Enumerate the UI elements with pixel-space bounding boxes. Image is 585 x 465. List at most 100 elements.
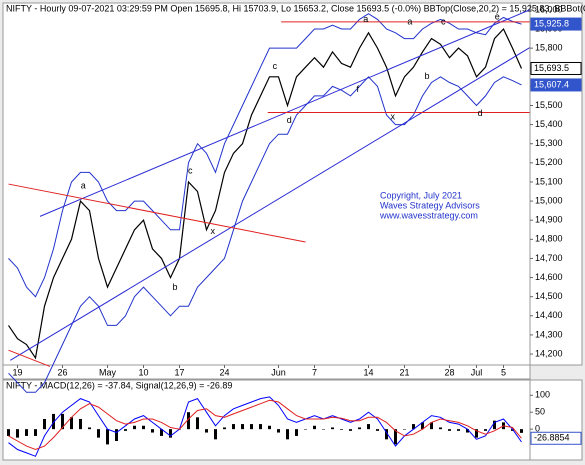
series-line xyxy=(8,399,522,451)
copyright: www.wavesstrategy.com xyxy=(379,210,478,220)
x-tick-label: 19 xyxy=(12,367,22,377)
histogram-bar xyxy=(7,429,10,436)
histogram-bar xyxy=(331,427,334,430)
wave-label: e xyxy=(495,11,500,21)
trendline xyxy=(8,183,306,243)
x-tick-label: 26 xyxy=(57,367,67,377)
value-label: 15,925.8 xyxy=(534,18,569,28)
histogram-bar xyxy=(160,429,163,436)
histogram-bar xyxy=(403,429,406,430)
histogram-bar xyxy=(457,429,460,431)
histogram-bar xyxy=(430,422,433,430)
wave-label: d xyxy=(478,108,483,118)
histogram-bar xyxy=(439,427,442,430)
y-tick-label: 14,500 xyxy=(535,291,563,301)
y-tick-label: 50 xyxy=(535,407,545,417)
y-tick-label: 14,800 xyxy=(535,234,563,244)
wave-label: d xyxy=(287,115,292,125)
wave-label: x xyxy=(211,226,216,236)
histogram-bar xyxy=(313,425,316,430)
copyright: Waves Strategy Advisors xyxy=(380,200,480,210)
histogram-bar xyxy=(187,412,190,430)
histogram-bar xyxy=(223,427,226,430)
value-label: 15,607.4 xyxy=(534,79,569,89)
x-tick-label: 24 xyxy=(219,367,229,377)
x-tick-label: 21 xyxy=(399,367,409,377)
value-label-box xyxy=(530,78,582,92)
histogram-bar xyxy=(493,420,496,430)
histogram-bar xyxy=(124,429,127,431)
value-label: 15,693.5 xyxy=(534,63,569,73)
histogram-bar xyxy=(394,429,397,445)
histogram-bar xyxy=(43,418,46,430)
histogram-bar xyxy=(286,429,289,440)
histogram-bar xyxy=(133,425,136,430)
value-label-box xyxy=(530,17,582,31)
histogram-bar xyxy=(520,429,523,433)
histogram-bar xyxy=(241,424,244,430)
histogram-bar xyxy=(250,424,253,430)
wave-label: b xyxy=(424,71,429,81)
wave-label: b xyxy=(172,282,177,292)
y-tick-label: 100 xyxy=(535,390,550,400)
macd-title: NIFTY - MACD(12,26) = -37.84, Signal(12,… xyxy=(6,380,232,390)
value-label-box xyxy=(530,431,582,445)
x-tick-label: 28 xyxy=(444,367,454,377)
y-tick-label: 14,300 xyxy=(535,329,563,339)
x-tick-label: 10 xyxy=(138,367,148,377)
histogram-bar xyxy=(484,429,487,431)
histogram-bar xyxy=(196,417,199,430)
wave-label: x xyxy=(391,112,396,122)
value-label-box xyxy=(530,61,582,75)
y-tick-label: 14,400 xyxy=(535,310,563,320)
chart-title: NIFTY - Hourly 09-07-2021 03:29:59 PM Op… xyxy=(6,3,585,13)
histogram-bar xyxy=(115,429,118,442)
y-tick-label: 0 xyxy=(535,424,540,434)
x-tick-label: 17 xyxy=(174,367,184,377)
histogram-bar xyxy=(412,424,415,430)
x-tick-label: 7 xyxy=(312,367,317,377)
date-axis xyxy=(2,364,531,380)
wave-label: c xyxy=(188,166,193,176)
histogram-bar xyxy=(295,429,298,436)
trendline xyxy=(8,349,51,367)
histogram-bar xyxy=(79,418,82,430)
series-line xyxy=(8,27,523,360)
x-tick-label: Jul xyxy=(471,367,483,377)
histogram-bar xyxy=(358,427,361,430)
x-tick-label: Jun xyxy=(271,367,286,377)
histogram-bar xyxy=(385,429,388,440)
histogram-bar xyxy=(52,413,55,430)
wave-label: a xyxy=(81,181,86,191)
wave-label: a xyxy=(363,14,368,24)
histogram-bar xyxy=(349,429,352,431)
wave-label: c xyxy=(273,61,278,71)
copyright: Copyright, July 2021 xyxy=(380,190,462,200)
histogram-bar xyxy=(367,424,370,430)
histogram-bar xyxy=(205,429,208,433)
y-tick-label: 15,200 xyxy=(535,157,563,167)
macd-axis xyxy=(529,379,583,461)
x-tick-label: 14 xyxy=(363,367,373,377)
wave-label: a xyxy=(407,16,412,26)
series-line xyxy=(8,396,522,457)
y-tick-label: 15,300 xyxy=(535,138,563,148)
histogram-bar xyxy=(259,424,262,430)
series-line xyxy=(8,13,522,298)
y-tick-label: 15,400 xyxy=(535,119,563,129)
trendline xyxy=(39,9,530,217)
x-tick-label: May xyxy=(99,367,117,377)
y-tick-label: 15,500 xyxy=(535,100,563,110)
histogram-bar xyxy=(322,429,325,430)
y-tick-label: 15,800 xyxy=(535,42,563,52)
wave-label: c xyxy=(441,16,446,26)
histogram-bar xyxy=(70,417,73,430)
histogram-bar xyxy=(304,429,307,430)
wave-label: f xyxy=(356,84,359,94)
histogram-bar xyxy=(97,429,100,438)
histogram-bar xyxy=(16,429,19,438)
histogram-bar xyxy=(25,429,28,436)
histogram-bar xyxy=(142,425,145,430)
trendline xyxy=(10,47,530,361)
